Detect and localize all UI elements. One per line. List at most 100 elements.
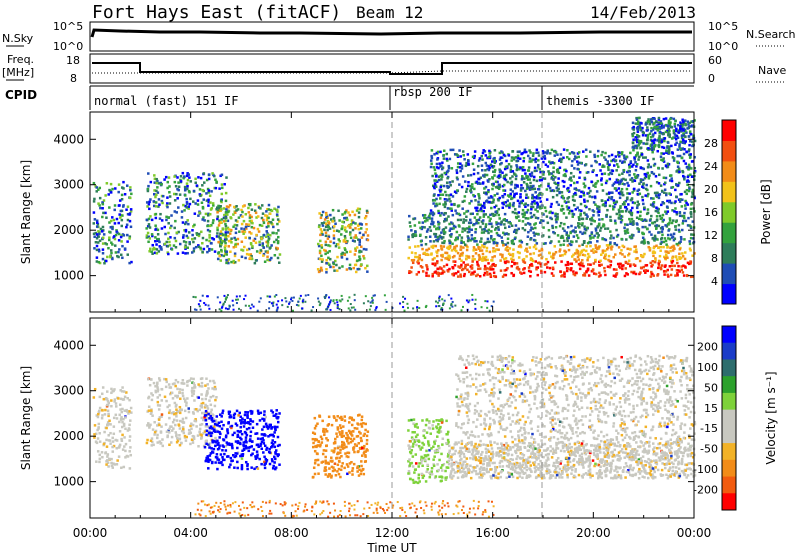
- power-cell: [175, 211, 179, 214]
- power-cell: [201, 236, 205, 240]
- power-cell: [672, 238, 676, 242]
- power-cell: [267, 225, 270, 228]
- power-cell: [253, 209, 257, 212]
- velocity-cell: [230, 426, 233, 430]
- power-cell: [497, 248, 500, 251]
- power-cell: [510, 260, 514, 263]
- power-cell: [658, 139, 661, 143]
- power-cell: [565, 216, 568, 219]
- velocity-cell: [120, 437, 123, 441]
- power-cell-noise: [368, 308, 371, 311]
- power-cell: [592, 201, 596, 204]
- power-cell: [211, 172, 214, 175]
- power-cell: [442, 157, 446, 160]
- power-cell: [354, 247, 357, 250]
- power-cell: [643, 252, 646, 256]
- power-cell: [688, 165, 691, 168]
- power-cell: [453, 260, 457, 263]
- power-cell-noise: [244, 294, 247, 297]
- power-cell: [563, 173, 567, 176]
- power-cell: [598, 205, 601, 209]
- power-cell: [503, 212, 507, 216]
- power-cell: [128, 219, 132, 223]
- velocity-cell: [212, 418, 216, 421]
- power-cell-noise: [328, 303, 331, 306]
- power-cell: [336, 255, 339, 259]
- velocity-cell: [153, 431, 157, 434]
- power-cell: [248, 230, 251, 234]
- velocity-cell: [100, 392, 104, 396]
- power-cell: [119, 216, 122, 219]
- power-cell: [650, 120, 654, 124]
- power-cell: [524, 217, 528, 220]
- power-cell: [344, 240, 348, 244]
- power-cell: [208, 249, 211, 252]
- power-cell: [126, 205, 130, 208]
- velocity-cell: [178, 388, 182, 391]
- power-cell: [635, 116, 638, 120]
- power-cell: [666, 165, 670, 168]
- power-cell: [549, 241, 552, 245]
- velocity-cell: [214, 398, 217, 402]
- power-cell: [147, 203, 151, 206]
- velocity-cell: [156, 424, 159, 427]
- y-tick-label: 2000: [53, 223, 84, 237]
- power-cell: [631, 146, 635, 149]
- power-cell: [334, 222, 337, 225]
- power-cell: [209, 201, 212, 204]
- power-cell: [602, 224, 606, 227]
- power-cell: [192, 189, 196, 193]
- power-cell: [675, 141, 678, 145]
- power-cell: [434, 232, 438, 236]
- power-cell: [693, 166, 697, 170]
- power-cell: [335, 243, 339, 246]
- power-cell: [198, 211, 201, 214]
- power-cell: [691, 275, 694, 278]
- power-cell: [670, 259, 673, 263]
- power-cell: [673, 237, 677, 240]
- power-cell: [456, 177, 459, 181]
- power-cell: [110, 256, 114, 260]
- power-cell: [488, 166, 491, 170]
- power-cell-noise: [406, 306, 409, 309]
- power-cell: [160, 227, 164, 230]
- power-cell: [659, 267, 663, 271]
- power-cell: [583, 211, 586, 215]
- power-cell: [108, 236, 111, 239]
- power-cell: [438, 162, 441, 165]
- power-cell: [664, 210, 667, 213]
- power-cell: [439, 272, 443, 275]
- power-cell: [411, 235, 414, 239]
- power-cell: [661, 233, 664, 237]
- power-cell: [210, 242, 213, 245]
- velocity-cell: [130, 411, 133, 414]
- power-cell: [446, 159, 449, 162]
- power-cell-noise: [403, 309, 406, 312]
- power-cell: [254, 203, 257, 206]
- power-cell: [332, 237, 336, 240]
- velocity-cell: [204, 425, 208, 428]
- power-cell: [637, 158, 640, 161]
- velocity-cell: [251, 426, 255, 430]
- power-cell: [186, 187, 189, 191]
- power-cell-noise: [227, 307, 230, 310]
- power-cell: [686, 224, 690, 227]
- power-cell: [579, 263, 582, 267]
- power-cell: [610, 245, 614, 248]
- power-cell: [95, 244, 99, 248]
- power-cell: [458, 213, 462, 217]
- power-cell-noise: [268, 307, 271, 310]
- power-cell: [424, 242, 428, 246]
- power-cell: [683, 135, 687, 138]
- power-cell: [109, 191, 113, 194]
- power-cell: [617, 208, 621, 212]
- power-cell: [512, 242, 515, 246]
- velocity-cell: [178, 443, 182, 447]
- power-cell: [648, 230, 651, 234]
- velocity-cell: [193, 384, 196, 387]
- power-cell-noise: [272, 304, 275, 307]
- power-cell: [199, 176, 203, 180]
- velocity-cell: [96, 415, 100, 419]
- power-cell: [594, 258, 597, 262]
- power-cell: [482, 213, 486, 216]
